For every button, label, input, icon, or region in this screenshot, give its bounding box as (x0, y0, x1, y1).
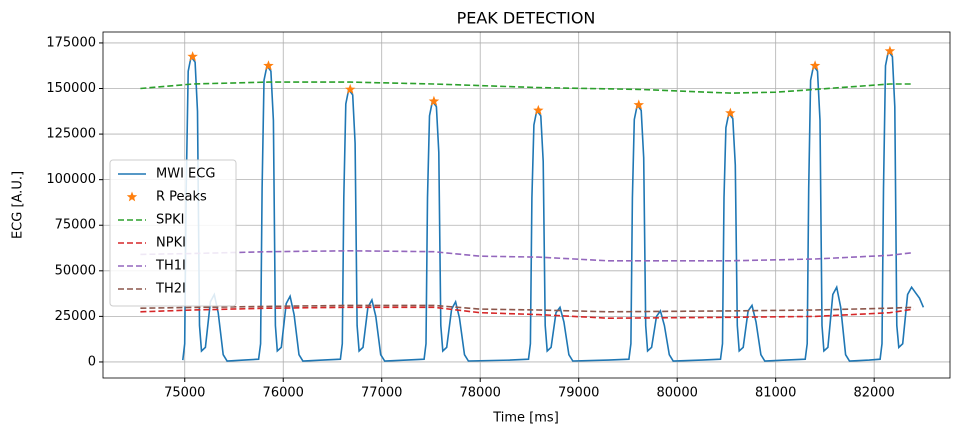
series-line (140, 249, 914, 262)
y-tick-label: 175000 (46, 35, 96, 50)
x-tick-label: 75000 (164, 386, 205, 401)
legend-label: SPKI (156, 213, 184, 228)
legend-label: NPKI (156, 236, 186, 251)
legend-box (109, 159, 237, 307)
peak-marker (633, 99, 644, 110)
legend-label: R Peaks (156, 190, 207, 205)
plot-frame (102, 31, 951, 379)
legend: MWI ECG R Peaks SPKI NPKI TH1I TH2I (109, 159, 237, 307)
y-tick-label: 25000 (55, 309, 96, 324)
legend-label: TH2I (155, 282, 186, 297)
peak-marker (263, 60, 274, 71)
legend-label: TH1I (155, 259, 186, 274)
x-tick-label: 77000 (361, 386, 402, 401)
x-axis-label: Time [ms] (492, 411, 559, 426)
y-tick-label: 75000 (55, 218, 96, 233)
y-tick-label: 100000 (46, 172, 96, 187)
y-tick-label: 50000 (55, 263, 96, 278)
peak-marker (809, 60, 821, 71)
x-tick-label: 80000 (657, 386, 698, 401)
peak-marker (187, 51, 198, 62)
peak-marker (884, 45, 896, 56)
x-tick-label: 82000 (853, 386, 894, 401)
peak-marker (533, 104, 544, 115)
x-tick-label: 81000 (755, 386, 796, 401)
series-line (140, 306, 914, 320)
legend-label: MWI ECG (156, 167, 215, 182)
x-tick-label: 78000 (460, 386, 501, 401)
y-tick-label: 0 (88, 354, 96, 369)
series-line (140, 304, 914, 313)
x-tick-label: 76000 (263, 386, 304, 401)
series-line (182, 49, 925, 362)
legend-swatch (126, 191, 138, 202)
x-tick-label: 79000 (558, 386, 599, 401)
peak-marker (725, 107, 736, 118)
chart-title: PEAK DETECTION (457, 9, 596, 28)
y-tick-label: 125000 (46, 127, 96, 142)
peak-marker (428, 95, 440, 106)
y-tick-label: 150000 (46, 81, 96, 96)
y-axis-label: ECG [A.U.] (11, 171, 26, 239)
peak-marker (345, 83, 356, 94)
series-line (140, 81, 914, 94)
